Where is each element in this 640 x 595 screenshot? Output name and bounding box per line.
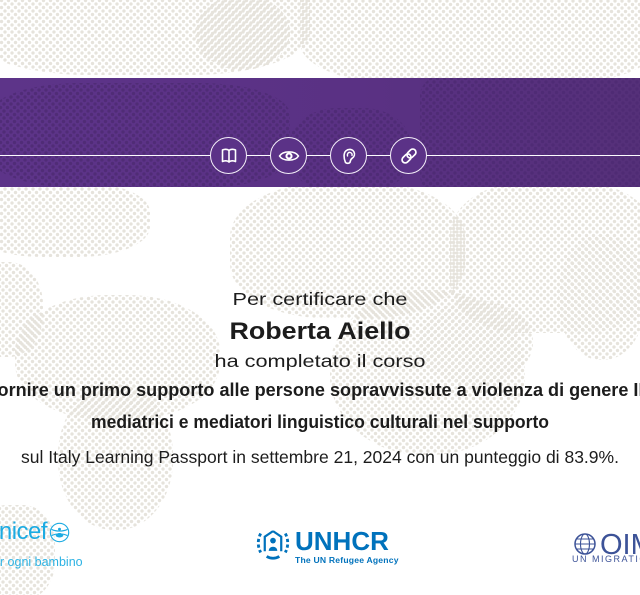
map-dot-blob: [0, 0, 310, 75]
banner-dot-blob: [420, 78, 640, 187]
map-dot-blob: [300, 0, 640, 85]
ear-icon: [330, 137, 367, 174]
platform-date-score-text: sul Italy Learning Passport in settembre…: [21, 447, 619, 467]
open-book-icon: [210, 137, 247, 174]
oim-wordmark: OIM: [600, 529, 640, 561]
purple-banner: [0, 78, 640, 187]
course-title-line1: fornire un primo supporto alle persone s…: [0, 379, 640, 400]
oim-globe-icon: [573, 532, 597, 561]
unicef-tagline: per ogni bambino: [0, 555, 83, 569]
unicef-globe-icon: [49, 522, 70, 542]
recipient-name: Roberta Aiello: [230, 318, 411, 345]
unhcr-wordmark: UNHCR: [295, 526, 389, 556]
map-dot-blob: [195, 0, 290, 70]
completion-text: ha completato il corso: [215, 351, 426, 371]
link-icon: [390, 137, 427, 174]
eye-icon: [270, 137, 307, 174]
unicef-wordmark: unicef: [0, 518, 48, 545]
unhcr-logo: UNHCR The UN Refugee Agency: [295, 528, 399, 565]
unhcr-tagline: The UN Refugee Agency: [295, 555, 399, 565]
map-dot-blob: [0, 182, 150, 257]
unicef-logo: unicef: [0, 519, 70, 545]
oim-tagline: UN MIGRATION: [572, 554, 640, 564]
course-title-line2: mediatrici e mediatori linguistico cultu…: [91, 411, 549, 432]
banner-dot-blob: [0, 83, 290, 187]
certify-intro-text: Per certificare che: [233, 289, 408, 309]
unhcr-emblem-icon: [254, 524, 292, 567]
banner-rule-line: [0, 155, 640, 157]
certificate-text-block: Per certificare che Roberta Aiello ha co…: [0, 289, 640, 467]
